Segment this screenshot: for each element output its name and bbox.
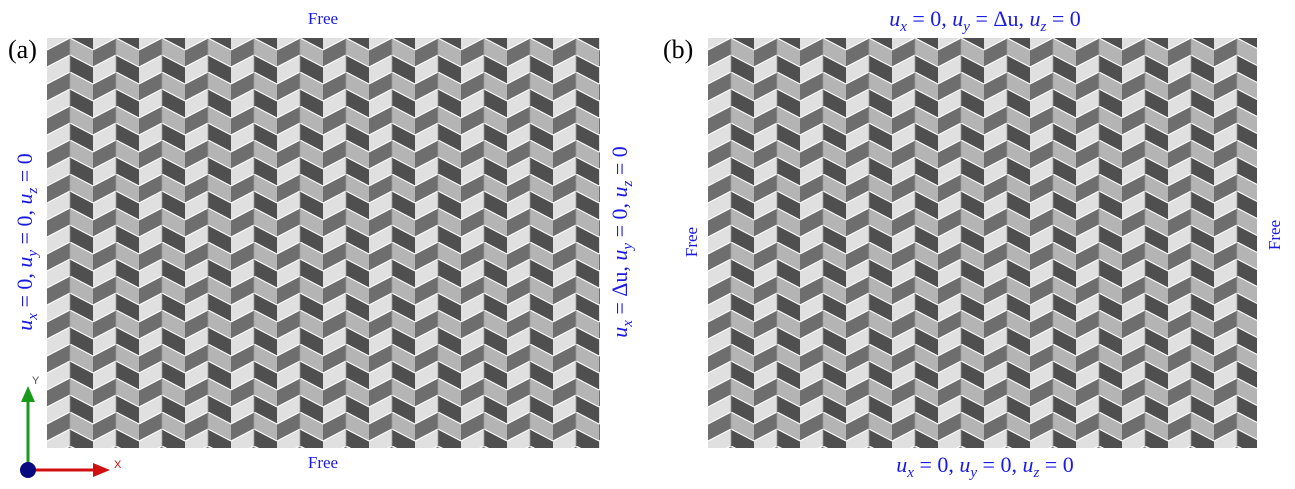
math-rhs: = 0 <box>607 146 632 180</box>
bc-label: Free <box>308 9 338 28</box>
bc-label: Free <box>682 227 701 257</box>
axis-label: X <box>114 459 122 471</box>
math-var: u <box>952 6 963 31</box>
math-var: u <box>1030 6 1041 31</box>
miura-sheet-a <box>47 38 600 448</box>
math-var: u <box>12 320 37 331</box>
math-var: u <box>896 452 907 477</box>
math-var: u <box>607 250 632 261</box>
math-rhs: = 0 <box>12 153 37 187</box>
bc-label: Free <box>308 453 338 472</box>
math-var: u <box>607 327 632 338</box>
math-var: u <box>607 186 632 197</box>
math-sub: y <box>25 250 41 259</box>
math-sub: y <box>961 19 970 35</box>
panel-label: (b) <box>663 35 693 64</box>
math-sub: y <box>620 243 636 252</box>
math-rhs: = 0, <box>977 452 1022 477</box>
miura-sheet-b <box>708 38 1257 448</box>
math-var: u <box>889 6 900 31</box>
bc-label: ux = 0, uy = 0, uz = 0 <box>896 452 1073 481</box>
panel-label: (a) <box>8 35 37 64</box>
math-var: u <box>12 257 37 268</box>
bc-label: Free <box>1265 220 1284 250</box>
math-rhs: = 0 <box>1039 452 1073 477</box>
math-rhs: = 0, <box>607 197 632 242</box>
axis-label: Y <box>32 375 40 387</box>
math-rhs: = 0 <box>1046 6 1080 31</box>
math-rhs: = 0, <box>907 6 952 31</box>
math-rhs: = Δu, <box>970 6 1030 31</box>
math-rhs: = 0, <box>914 452 959 477</box>
bc-label: ux = 0, uy = Δu, uz = 0 <box>889 6 1081 35</box>
math-var: u <box>1022 452 1033 477</box>
math-var: u <box>959 452 970 477</box>
math-rhs: = Δu, <box>607 261 632 321</box>
figure: (a) (b) Free Free Free Free Y X ux = 0, … <box>0 0 1295 489</box>
math-sub: y <box>968 465 977 481</box>
bc-label: ux = 0, uy = 0, uz = 0 <box>12 153 41 330</box>
math-var: u <box>12 194 37 205</box>
math-rhs: = 0, <box>12 268 37 313</box>
math-rhs: = 0, <box>12 205 37 250</box>
bc-label: ux = Δu, uy = 0, uz = 0 <box>607 146 636 338</box>
